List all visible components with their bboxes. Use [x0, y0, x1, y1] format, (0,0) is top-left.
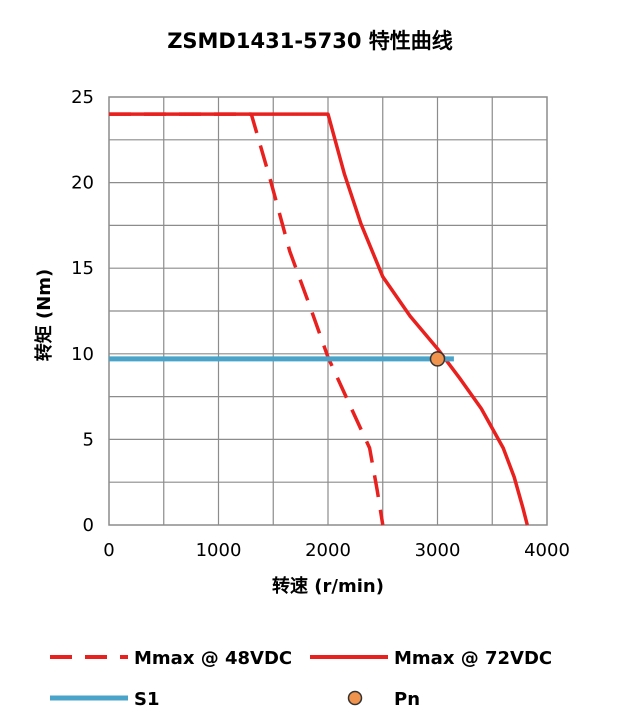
- y-tick-label: 0: [83, 515, 94, 536]
- legend-label-pn: Pn: [394, 689, 420, 710]
- point-pn: [429, 351, 446, 367]
- chart-axes: [108, 96, 548, 526]
- y-tick-label: 10: [71, 344, 94, 365]
- series-line-mmax-48vdc: [109, 112, 385, 526]
- legend-swatch-pn: [347, 690, 363, 706]
- plot-area-border: [108, 96, 548, 526]
- x-tick-label: 2000: [305, 540, 351, 561]
- chart-series: [109, 112, 529, 526]
- legend-label-mmax-72vdc: Mmax @ 72VDC: [394, 648, 552, 669]
- x-tick-label: 3000: [415, 540, 461, 561]
- x-tick-label: 4000: [524, 540, 570, 561]
- x-tick-label: 1000: [196, 540, 242, 561]
- y-axis-title: 转矩 (Nm): [33, 269, 55, 362]
- chart-tick-labels: 0 1000 2000 3000 4000 0 5 10 15 20 25: [71, 87, 570, 561]
- legend-label-s1: S1: [134, 689, 160, 710]
- y-tick-label: 5: [83, 429, 94, 450]
- y-tick-label: 20: [71, 173, 94, 194]
- x-axis-title: 转速 (r/min): [272, 575, 384, 597]
- legend-label-mmax-48vdc: Mmax @ 48VDC: [134, 648, 292, 669]
- y-tick-label: 15: [71, 258, 94, 279]
- x-tick-label: 0: [103, 540, 114, 561]
- chart-grid: [109, 97, 547, 525]
- series-line-mmax-72vdc: [109, 112, 529, 526]
- y-tick-label: 25: [71, 87, 94, 108]
- chart-legend: Mmax @ 48VDC Mmax @ 72VDC S1 Pn: [50, 648, 552, 710]
- chart-title: ZSMD1431-5730 特性曲线: [167, 29, 453, 53]
